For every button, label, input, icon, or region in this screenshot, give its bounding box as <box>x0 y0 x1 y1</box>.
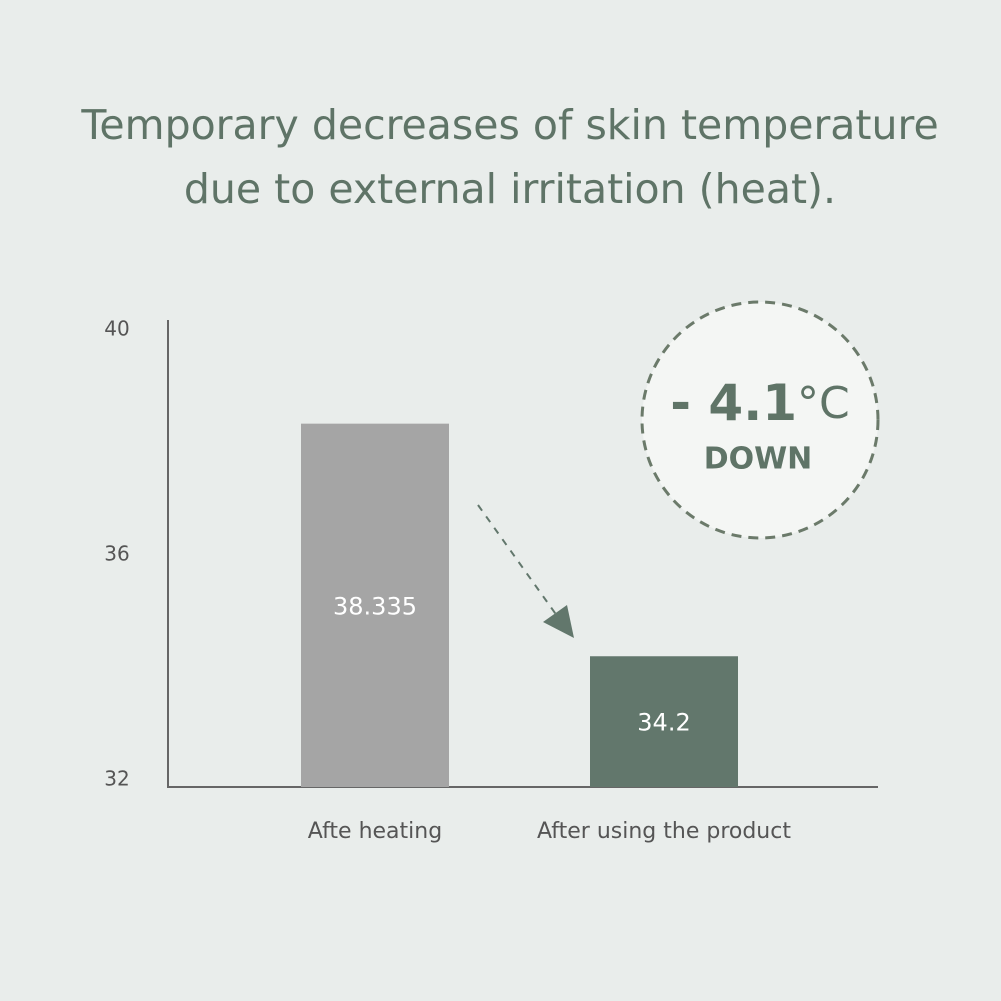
value-label: 38.335 <box>333 592 417 620</box>
y-tick-label: 40 <box>104 317 129 341</box>
chart-title: due to external irritation (heat). <box>184 165 836 213</box>
badge-unit: °C <box>797 378 850 429</box>
badge-number: - 4.1 <box>670 374 797 432</box>
y-tick-label: 36 <box>104 542 129 566</box>
bar <box>590 656 738 787</box>
x-tick-label: After using the product <box>537 819 791 844</box>
x-tick-label: Afte heating <box>308 819 442 844</box>
arrow-head <box>543 605 574 638</box>
badge-label: DOWN <box>704 442 813 477</box>
y-tick-label: 32 <box>104 767 129 791</box>
arrow <box>477 504 561 621</box>
badge-value: - 4.1°C <box>670 374 849 432</box>
badge <box>640 300 880 540</box>
chart-title: Temporary decreases of skin temperature <box>80 101 938 149</box>
bar <box>301 423 449 787</box>
value-label: 34.2 <box>637 709 690 737</box>
